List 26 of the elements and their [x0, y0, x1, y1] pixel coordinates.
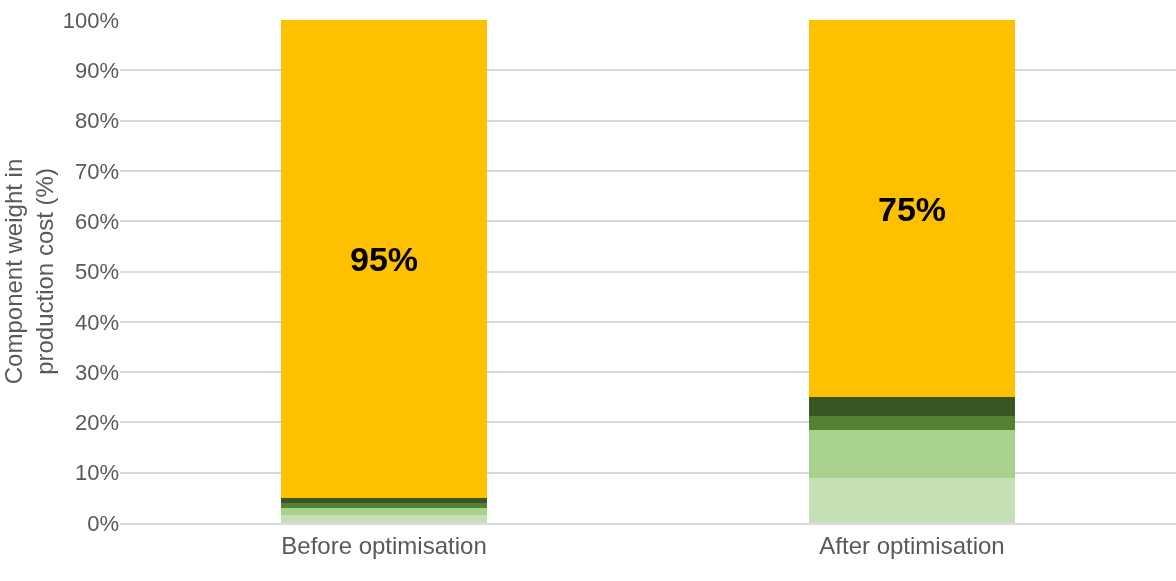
- x-tick-label: Before optimisation: [281, 531, 487, 559]
- y-tick-label: 30%: [74, 359, 119, 385]
- data-label: 95%: [349, 239, 419, 278]
- bar: [281, 508, 487, 516]
- bar: [809, 20, 1015, 398]
- y-tick-label: 80%: [74, 108, 119, 134]
- y-tick-label: 10%: [74, 460, 119, 486]
- y-tick-label: 90%: [74, 58, 119, 83]
- y-tick-label: 40%: [74, 309, 119, 335]
- data-label: 75%: [877, 189, 947, 228]
- y-tick-label: 100%: [62, 7, 119, 33]
- bar: [809, 397, 1015, 417]
- y-tick-label: 20%: [74, 410, 119, 436]
- bar: [281, 503, 487, 509]
- y-tick-label: 60%: [74, 208, 119, 234]
- bar: [281, 497, 487, 504]
- y-tick-label: 70%: [74, 158, 119, 184]
- bar: [281, 20, 487, 498]
- bar: [809, 429, 1015, 478]
- bar: [281, 515, 487, 523]
- y-tick-label: 0%: [87, 510, 119, 536]
- y-tick-label: 50%: [74, 259, 119, 285]
- x-tick-label: After optimisation: [819, 531, 1005, 559]
- bar: [809, 477, 1015, 523]
- y-axis-title: Component weight in production cost (%): [0, 158, 59, 385]
- bar: [809, 416, 1015, 430]
